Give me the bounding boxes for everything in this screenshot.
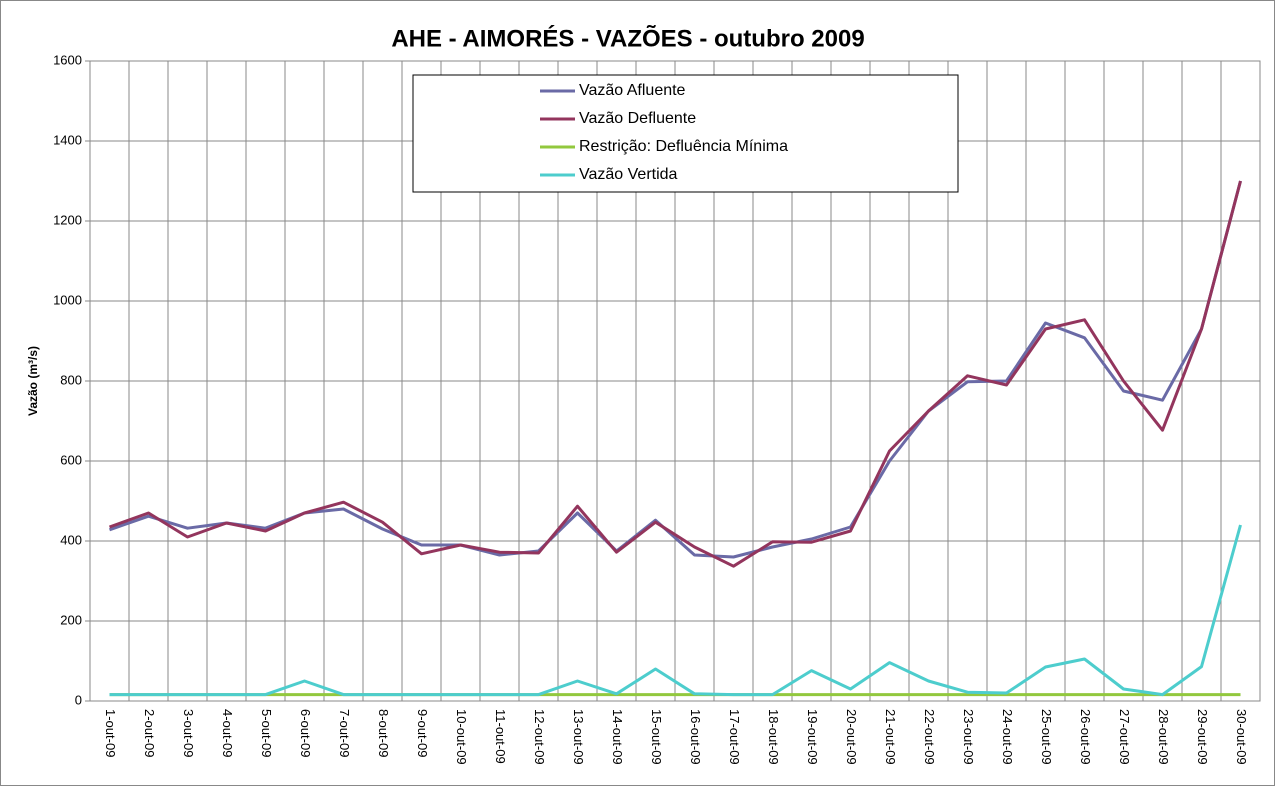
x-tick-label: 16-out-09 bbox=[688, 709, 703, 765]
y-tick-label: 600 bbox=[60, 452, 82, 467]
y-tick-label: 1400 bbox=[53, 132, 82, 147]
x-tick-label: 29-out-09 bbox=[1195, 709, 1210, 765]
chart-title: AHE - AIMORÉS - VAZÕES - outubro 2009 bbox=[391, 24, 864, 52]
y-tick-label: 400 bbox=[60, 532, 82, 547]
x-tick-label: 19-out-09 bbox=[805, 709, 820, 765]
x-tick-label: 27-out-09 bbox=[1117, 709, 1132, 765]
x-tick-label: 15-out-09 bbox=[649, 709, 664, 765]
y-tick-label: 1000 bbox=[53, 292, 82, 307]
x-tick-label: 4-out-09 bbox=[220, 709, 235, 757]
x-tick-label: 24-out-09 bbox=[1000, 709, 1015, 765]
x-tick-label: 21-out-09 bbox=[883, 709, 898, 765]
legend-label: Vazão Defluente bbox=[579, 110, 696, 127]
legend-label: Restrição: Defluência Mínima bbox=[579, 138, 788, 155]
x-tick-label: 11-out-09 bbox=[493, 709, 508, 764]
x-tick-label: 12-out-09 bbox=[532, 709, 547, 765]
y-axis-label: Vazão (m³/s) bbox=[26, 346, 40, 416]
x-tick-label: 6-out-09 bbox=[298, 709, 313, 757]
legend-label: Vazão Afluente bbox=[579, 82, 686, 99]
x-tick-label: 10-out-09 bbox=[454, 709, 469, 765]
x-tick-label: 18-out-09 bbox=[766, 709, 781, 765]
x-tick-label: 7-out-09 bbox=[337, 709, 352, 757]
x-tick-label: 30-out-09 bbox=[1234, 709, 1249, 765]
x-tick-label: 13-out-09 bbox=[571, 709, 586, 765]
plot-lines bbox=[108, 180, 1242, 697]
x-tick-label: 25-out-09 bbox=[1039, 709, 1054, 765]
plot-border bbox=[89, 60, 1261, 702]
x-tick-label: 26-out-09 bbox=[1078, 709, 1093, 765]
x-tick-label: 17-out-09 bbox=[727, 709, 742, 765]
x-tick-label: 23-out-09 bbox=[961, 709, 976, 765]
series-line bbox=[109, 524, 1242, 697]
legend-box bbox=[412, 74, 959, 193]
x-tick-label: 22-out-09 bbox=[922, 709, 937, 765]
x-tick-label: 20-out-09 bbox=[844, 709, 859, 765]
x-tick-label: 14-out-09 bbox=[610, 709, 625, 765]
x-tick-label: 28-out-09 bbox=[1156, 709, 1171, 765]
y-tick-label: 0 bbox=[75, 692, 82, 707]
legend-label: Vazão Vertida bbox=[579, 166, 678, 183]
series-line bbox=[108, 180, 1242, 568]
y-tick-label: 1200 bbox=[53, 212, 82, 227]
x-tick-label: 3-out-09 bbox=[181, 709, 196, 757]
x-tick-label: 9-out-09 bbox=[415, 709, 430, 757]
x-tick-label: 8-out-09 bbox=[376, 709, 391, 757]
y-tick-label: 800 bbox=[60, 372, 82, 387]
y-tick-label: 1600 bbox=[53, 52, 82, 67]
x-tick-label: 1-out-09 bbox=[103, 709, 118, 757]
x-tick-label: 5-out-09 bbox=[259, 709, 274, 757]
y-tick-label: 200 bbox=[60, 612, 82, 627]
x-tick-label: 2-out-09 bbox=[142, 709, 157, 757]
